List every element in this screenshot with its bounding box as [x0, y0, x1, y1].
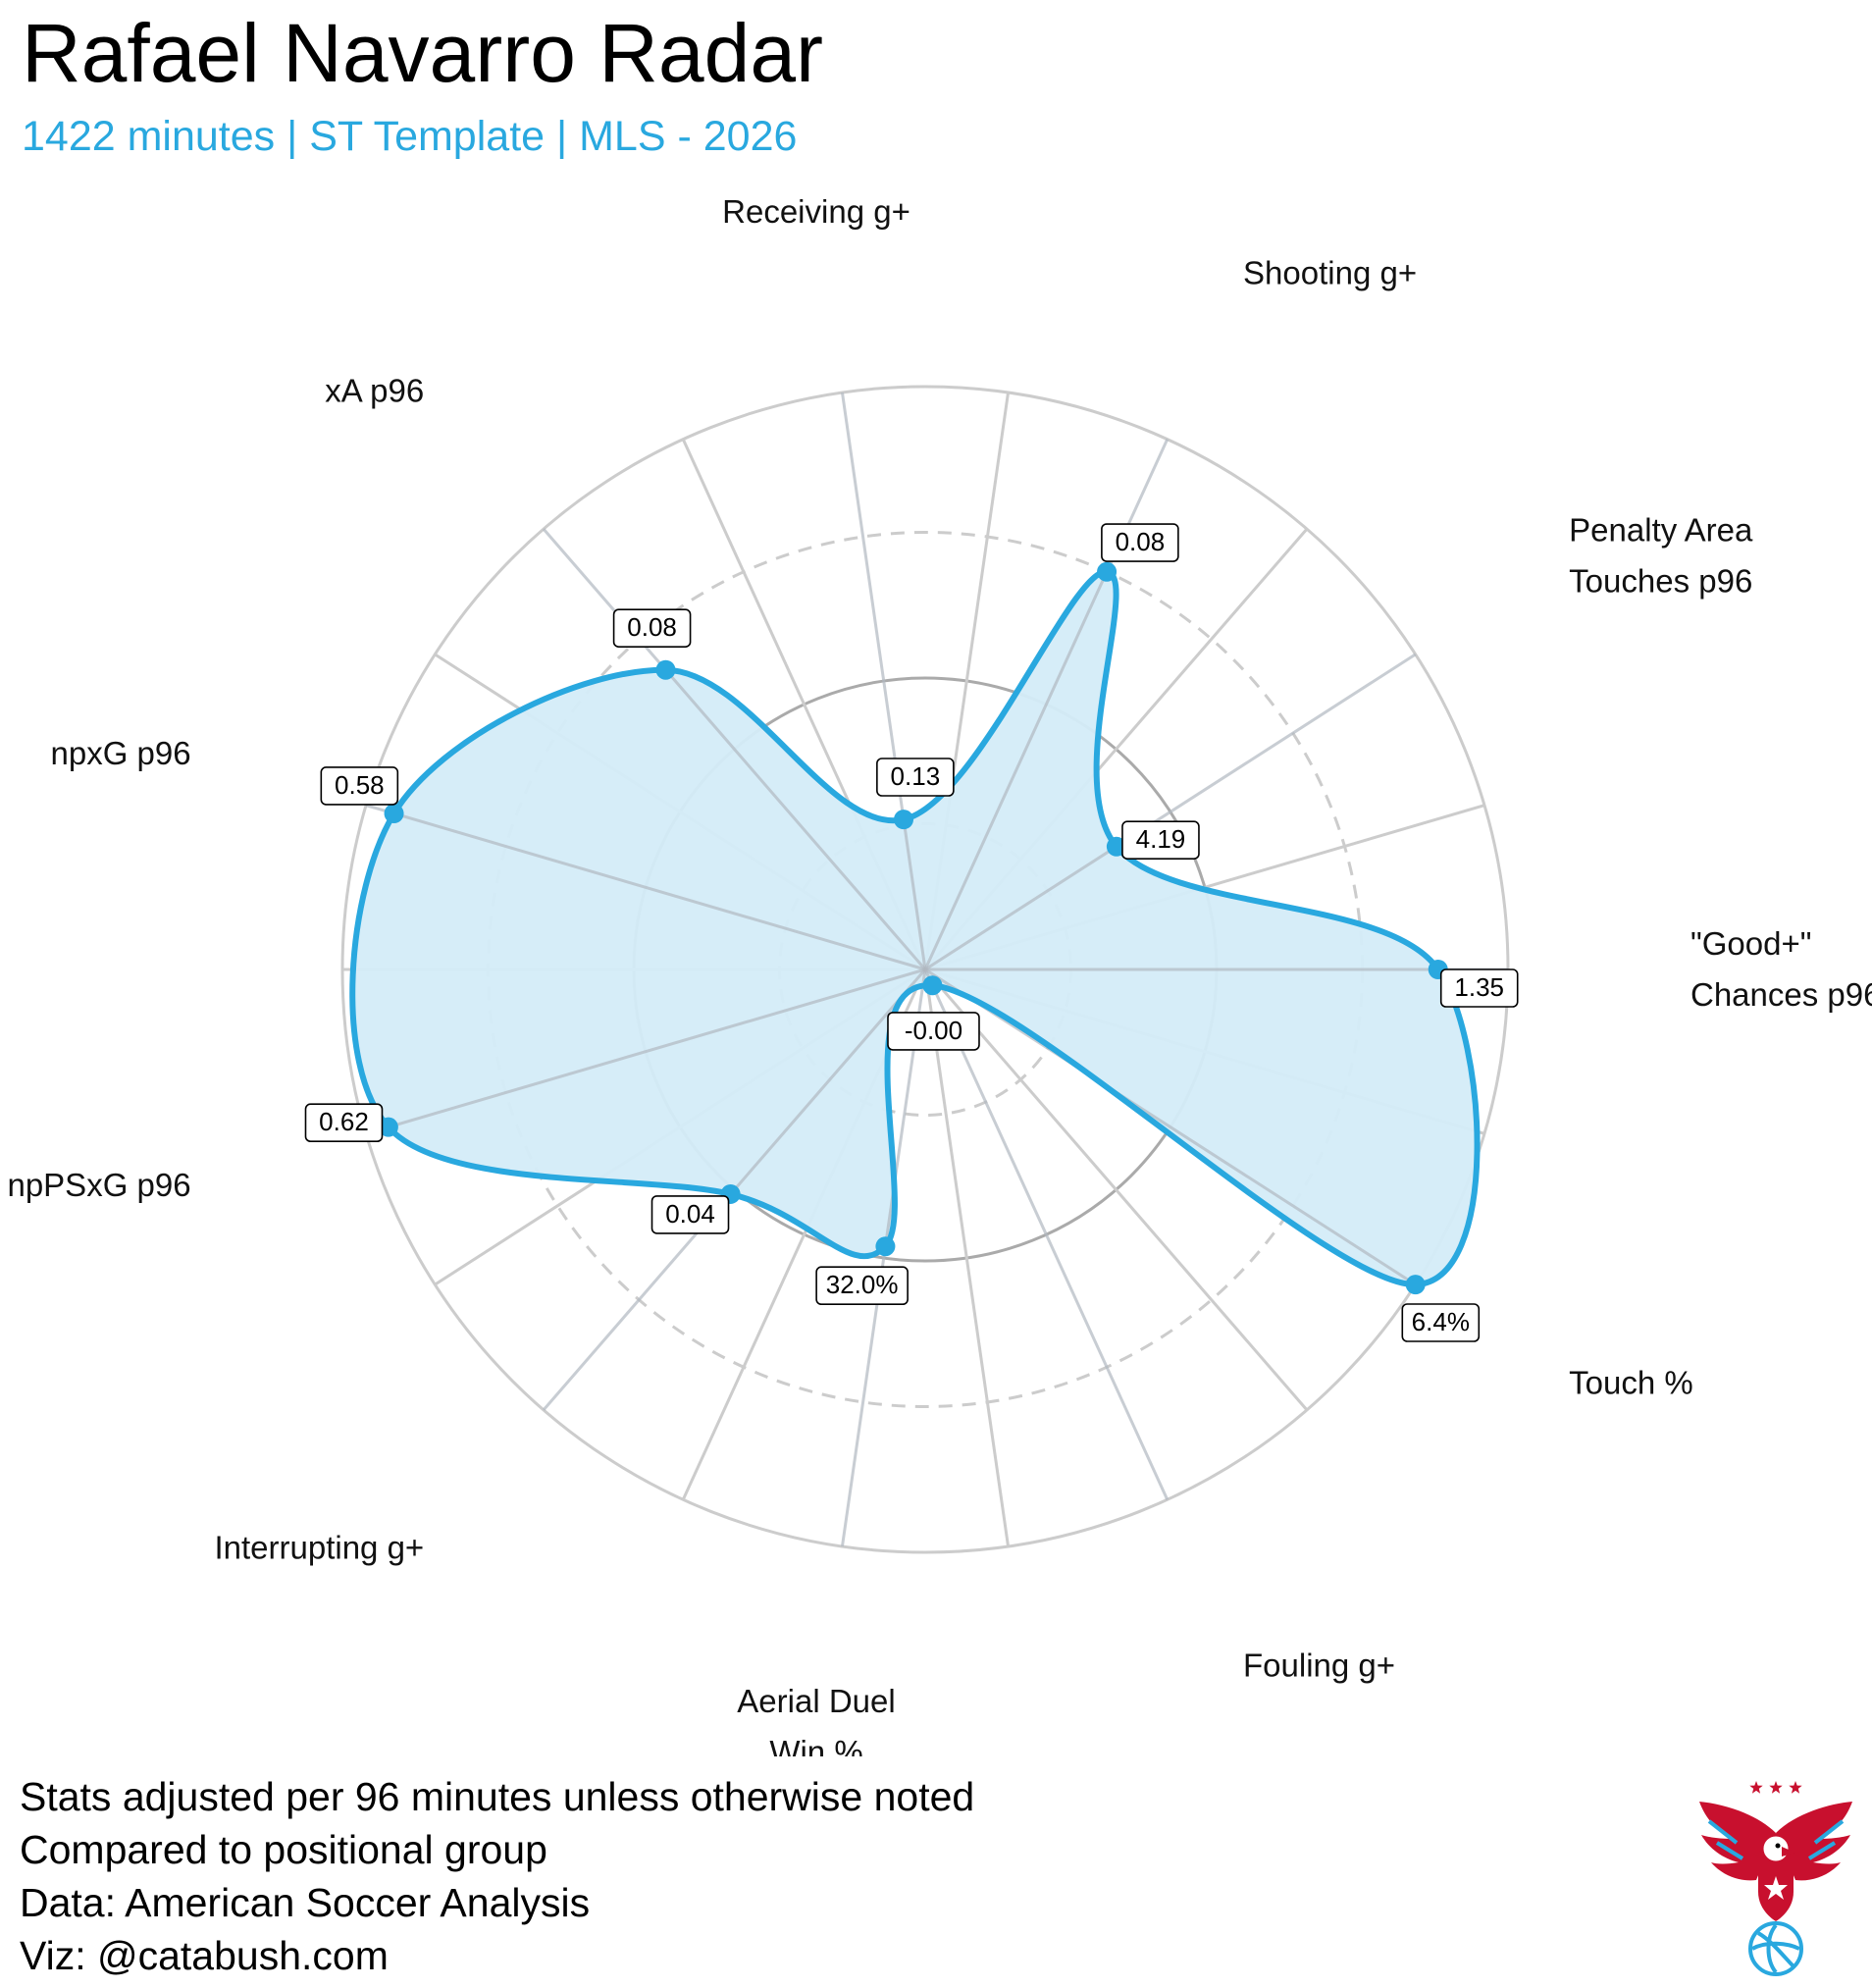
value-label-fouling-g: -0.00 — [887, 1012, 980, 1051]
value-label-box — [612, 608, 692, 649]
footer-note-adjusted: Stats adjusted per 96 minutes unless oth… — [20, 1774, 975, 1819]
value-label-nppsxg-p96: 0.62 — [304, 1103, 384, 1143]
svg-text:0.08: 0.08 — [627, 612, 677, 642]
radar-axis-labels: "Good+" Chances p96 Penalty Area Touches p9… — [7, 193, 1872, 1756]
svg-text:6.4%: 6.4% — [1412, 1307, 1470, 1336]
radar-series — [349, 392, 1508, 1547]
data-point-touch — [1405, 1275, 1426, 1295]
axis-label-shooting-g: Shooting g+ — [1243, 254, 1417, 290]
chart-subtitle: 1422 minutes | ST Template | MLS - 2026 — [22, 113, 798, 160]
radar-outline — [349, 568, 1481, 1288]
axis-label-fouling-g: Fouling g+ — [1243, 1648, 1395, 1684]
value-label-box — [1121, 820, 1200, 860]
footer-note-compared: Compared to positional group — [20, 1827, 547, 1872]
metric-ray — [840, 968, 927, 1547]
svg-text:32.0%: 32.0% — [826, 1270, 899, 1299]
value-label-box — [1101, 523, 1179, 562]
svg-text:0.58: 0.58 — [335, 770, 385, 800]
chart-title: Rafael Navarro Radar — [22, 7, 824, 99]
value-label-receiving-g: 0.13 — [876, 758, 955, 797]
metric-ray — [542, 528, 927, 970]
axis-label-receiving-g: Receiving g+ — [722, 193, 910, 230]
metric-ray — [365, 804, 926, 971]
value-label-box — [887, 1012, 980, 1051]
data-point-xa-p96 — [655, 659, 676, 680]
value-label-box — [650, 1195, 730, 1234]
value-label-box — [1439, 968, 1519, 1008]
value-label-penalty-area-touches-p96: 4.19 — [1121, 820, 1200, 860]
metric-ray — [924, 968, 1417, 1286]
value-label-aerial-duel-win: 32.0% — [815, 1266, 909, 1306]
axis-label-good-chances-p96: "Good+" Chances p96 — [1690, 925, 1872, 1013]
axis-label-aerial-duel-win: Aerial Duel Win % — [737, 1683, 895, 1756]
radar-value-labels: 1.35 4.19 0.08 0.13 0.08 0.58 0.62 0.04 32.0% -0.… — [304, 523, 1519, 1342]
data-point-nppsxg-p96 — [378, 1117, 398, 1137]
radar-chart: 1.35 4.19 0.08 0.13 0.08 0.58 0.62 0.04 32.0% -0.… — [7, 193, 1872, 1756]
value-label-touch: 6.4% — [1401, 1303, 1481, 1342]
eagle-soccer-ball-logo-icon — [1699, 1781, 1852, 1976]
value-label-box — [304, 1103, 384, 1143]
metric-ray — [840, 392, 927, 970]
data-point-shooting-g — [1097, 561, 1118, 582]
value-label-box — [815, 1266, 909, 1306]
radar-area — [352, 571, 1478, 1285]
svg-text:1.35: 1.35 — [1454, 972, 1504, 1002]
value-label-box — [320, 766, 399, 806]
data-point-penalty-area-touches-p96 — [1106, 836, 1126, 857]
svg-text:0.62: 0.62 — [319, 1107, 369, 1136]
axis-label-npxg-p96: npxG p96 — [50, 735, 190, 771]
data-point-fouling-g — [922, 975, 943, 996]
value-label-box — [1401, 1303, 1481, 1342]
axis-label-nppsxg-p96: npPSxG p96 — [7, 1167, 190, 1203]
value-label-good-chances-p96: 1.35 — [1439, 968, 1519, 1008]
value-label-npxg-p96: 0.58 — [320, 766, 399, 806]
svg-text:-0.00: -0.00 — [905, 1016, 962, 1045]
star-icons — [1749, 1781, 1802, 1794]
value-label-interrupting-g: 0.04 — [650, 1195, 730, 1234]
axis-label-penalty-area-touches-p96: Penalty Area Touches p96 — [1569, 511, 1753, 599]
grid-spoke — [923, 968, 1309, 1411]
svg-text:4.19: 4.19 — [1136, 824, 1186, 854]
metric-ray — [365, 968, 926, 1135]
chart-footer: Stats adjusted per 96 minutes unless oth… — [20, 1770, 974, 1982]
svg-text:0.13: 0.13 — [891, 761, 941, 791]
data-point-aerial-duel-win — [875, 1236, 896, 1257]
footer-note-data-source: Data: American Soccer Analysis — [20, 1880, 591, 1925]
value-label-shooting-g: 0.08 — [1101, 523, 1179, 562]
data-point-receiving-g — [894, 810, 914, 830]
value-label-xa-p96: 0.08 — [612, 608, 692, 649]
axis-label-xa-p96: xA p96 — [325, 373, 424, 409]
data-point-npxg-p96 — [384, 804, 404, 824]
axis-label-interrupting-g: Interrupting g+ — [214, 1529, 424, 1565]
metric-ray — [923, 968, 1170, 1500]
svg-text:0.04: 0.04 — [665, 1199, 715, 1229]
svg-text:0.08: 0.08 — [1116, 527, 1166, 556]
footer-note-viz-credit: Viz: @catabush.com — [20, 1933, 389, 1978]
value-label-box — [876, 758, 955, 797]
radar-points — [378, 561, 1448, 1295]
axis-label-touch: Touch % — [1569, 1365, 1693, 1401]
metric-ray — [924, 653, 1417, 971]
grid-spoke — [923, 968, 1011, 1547]
